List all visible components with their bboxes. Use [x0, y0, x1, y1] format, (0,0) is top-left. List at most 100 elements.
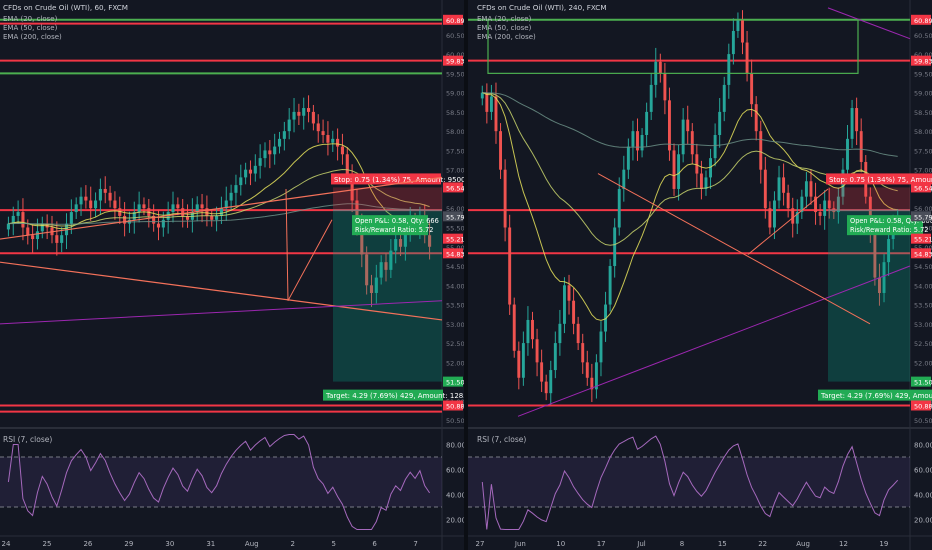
stop-zone — [333, 187, 442, 211]
candle-body — [640, 135, 644, 151]
candle-body — [512, 304, 516, 351]
price-axis-label: 54.83 — [911, 248, 932, 258]
time-tick-label: 5 — [331, 540, 335, 548]
candle-body — [156, 223, 161, 228]
price-tick-label: 57.50 — [914, 147, 932, 155]
candle-body — [553, 343, 557, 371]
price-axis-label-bg — [911, 233, 931, 244]
chart-panel-4h[interactable]: 80.00 60.00 40.00 20.00 RSI (7, close) 60.50 6… — [468, 0, 932, 550]
candle-body — [89, 200, 93, 209]
price-axis-label: 56.54 — [911, 182, 932, 193]
chart-panel-1h[interactable]: 80.00 60.00 40.00 20.00 RSI (7, close) 60.50 6… — [0, 0, 464, 550]
trend-line — [0, 176, 443, 240]
candle-body — [374, 277, 378, 293]
indicator-legend: EMA (50, close) — [3, 24, 58, 32]
time-tick-label: Jul — [636, 540, 646, 548]
price-axis-label-bg — [443, 248, 463, 259]
price-tick-label: 53.50 — [446, 302, 464, 310]
rsi-tick-label: 60.00 — [446, 467, 464, 475]
candle-body — [219, 208, 223, 216]
price-axis-label: 60.89 — [911, 14, 932, 25]
candle-body — [161, 219, 165, 228]
candle-body — [79, 196, 83, 205]
price-axis-label-text: 60.89 — [446, 17, 464, 25]
time-tick-label: 31 — [206, 540, 215, 548]
candle-body — [814, 196, 818, 213]
trend-line — [747, 188, 829, 255]
candle-body — [142, 204, 146, 209]
candle-body — [205, 208, 209, 216]
price-tick-label: 54.00 — [914, 282, 932, 290]
candle-body — [35, 231, 40, 240]
price-tick-label: 58.50 — [446, 109, 464, 117]
price-tick-label: 57.50 — [446, 147, 464, 155]
price-axis-label-bg — [911, 55, 931, 66]
candle-body — [581, 343, 585, 363]
candle-body — [795, 212, 799, 224]
price-tick-label: 60.00 — [914, 51, 932, 59]
trend-line — [285, 188, 289, 301]
candle-body — [16, 212, 20, 216]
pnl-label-text: Open P&L: 0.58, Qty: 666 — [850, 217, 932, 225]
rsi-line — [481, 435, 899, 530]
candle-body — [171, 204, 175, 213]
price-axis-label-text: 56.54 — [446, 184, 464, 192]
rsi-tick-label: 20.00 — [446, 517, 464, 525]
price-tick-label: 52.50 — [914, 340, 932, 348]
chart-svg-1: 80.00 60.00 40.00 20.00 RSI (7, close) 60.50 6… — [468, 0, 932, 550]
trend-line — [0, 300, 443, 325]
candle-body — [331, 138, 335, 143]
candle-body — [60, 235, 64, 243]
candle-body — [55, 235, 59, 243]
candle-body — [709, 158, 713, 178]
candle-body — [704, 177, 708, 189]
candle-body — [759, 131, 763, 170]
candle-body — [229, 192, 233, 201]
price-tick-label: 52.50 — [446, 340, 464, 348]
indicator-legend: EMA (20, close) — [3, 15, 58, 23]
candle-body — [345, 154, 349, 174]
candle-body — [594, 362, 598, 390]
candle-body — [699, 173, 703, 189]
candle-body — [11, 215, 15, 224]
candle-body — [489, 96, 493, 112]
time-tick-label: 24 — [2, 540, 11, 548]
candle-body — [663, 73, 667, 101]
candle-body — [868, 196, 872, 232]
candle-body — [859, 131, 863, 162]
time-tick-label: Aug — [796, 540, 810, 548]
candle-body — [311, 111, 315, 124]
candle-body — [113, 200, 117, 209]
candle-body — [137, 204, 141, 213]
trend-line — [0, 261, 443, 321]
target-label: Target: 4.29 (7.69%) 429, Amount: 12857.… — [818, 389, 932, 401]
target-zone — [828, 210, 910, 382]
price-axis-label-text: 54.83 — [914, 250, 932, 258]
candle-body — [544, 381, 548, 394]
stop-zone — [828, 187, 910, 211]
rsi-band-fill — [0, 457, 442, 507]
panel-divider[interactable] — [464, 0, 468, 550]
candle-body — [645, 111, 649, 136]
target-label-bg — [323, 389, 443, 401]
candle-body — [503, 169, 507, 228]
price-tick-label: 54.50 — [914, 263, 932, 271]
candle-body — [292, 111, 296, 120]
candle-body — [508, 227, 512, 305]
target-label-text: Target: 4.29 (7.69%) 429, Amount: 12857.… — [820, 392, 932, 400]
candle-body — [540, 362, 544, 382]
candle-body — [389, 250, 393, 270]
time-tick-label: 29 — [124, 540, 133, 548]
candle-body — [258, 158, 262, 166]
candle-body — [263, 150, 267, 159]
time-tick-label: 27 — [476, 540, 485, 548]
candle-body — [855, 108, 859, 132]
time-tick-label: 8 — [680, 540, 684, 548]
stop-label-bg — [826, 173, 932, 185]
candle-body — [26, 227, 30, 236]
rsi-legend: RSI (7, close) — [477, 435, 526, 444]
stop-label-bg — [331, 173, 441, 185]
candle-body — [791, 208, 795, 224]
